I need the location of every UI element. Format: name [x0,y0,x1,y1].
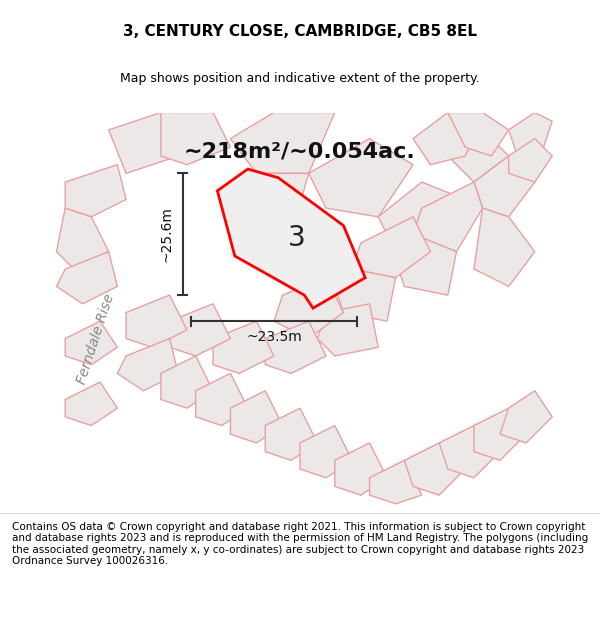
Polygon shape [448,112,509,156]
Polygon shape [65,164,126,217]
Polygon shape [230,391,283,443]
Polygon shape [370,461,422,504]
Polygon shape [335,269,395,321]
Polygon shape [265,408,317,461]
Text: ~25.6m: ~25.6m [160,206,174,262]
Text: Contains OS data © Crown copyright and database right 2021. This information is : Contains OS data © Crown copyright and d… [12,521,588,566]
Polygon shape [439,426,500,478]
Polygon shape [474,208,535,286]
Polygon shape [196,373,248,426]
Polygon shape [170,304,230,356]
Polygon shape [509,112,552,156]
Polygon shape [439,130,509,182]
Polygon shape [413,112,482,164]
Polygon shape [413,182,482,252]
Polygon shape [300,426,352,478]
Polygon shape [500,391,552,443]
Polygon shape [161,112,230,164]
Polygon shape [213,321,274,373]
Text: ~23.5m: ~23.5m [246,330,302,344]
Polygon shape [239,173,308,234]
Text: ~218m²/~0.054ac.: ~218m²/~0.054ac. [184,142,416,162]
Polygon shape [56,252,118,304]
Text: Map shows position and indicative extent of the property.: Map shows position and indicative extent… [120,72,480,85]
Polygon shape [352,217,430,278]
Polygon shape [308,139,413,217]
Polygon shape [126,295,187,348]
Text: 3, CENTURY CLOSE, CAMBRIDGE, CB5 8EL: 3, CENTURY CLOSE, CAMBRIDGE, CB5 8EL [123,24,477,39]
Polygon shape [161,356,213,408]
Polygon shape [65,321,118,364]
Polygon shape [217,169,365,308]
Text: Ferndale Rise: Ferndale Rise [74,292,117,386]
Polygon shape [404,443,465,495]
Polygon shape [474,408,526,461]
Polygon shape [118,339,178,391]
Polygon shape [265,321,326,373]
Polygon shape [109,112,178,173]
Polygon shape [274,278,343,339]
Text: 3: 3 [288,224,305,251]
Polygon shape [474,156,535,217]
Polygon shape [56,208,109,269]
Polygon shape [378,182,465,261]
Polygon shape [395,234,457,295]
Polygon shape [317,304,378,356]
Polygon shape [230,112,335,173]
Polygon shape [509,139,552,182]
Polygon shape [335,443,387,495]
Polygon shape [65,382,118,426]
